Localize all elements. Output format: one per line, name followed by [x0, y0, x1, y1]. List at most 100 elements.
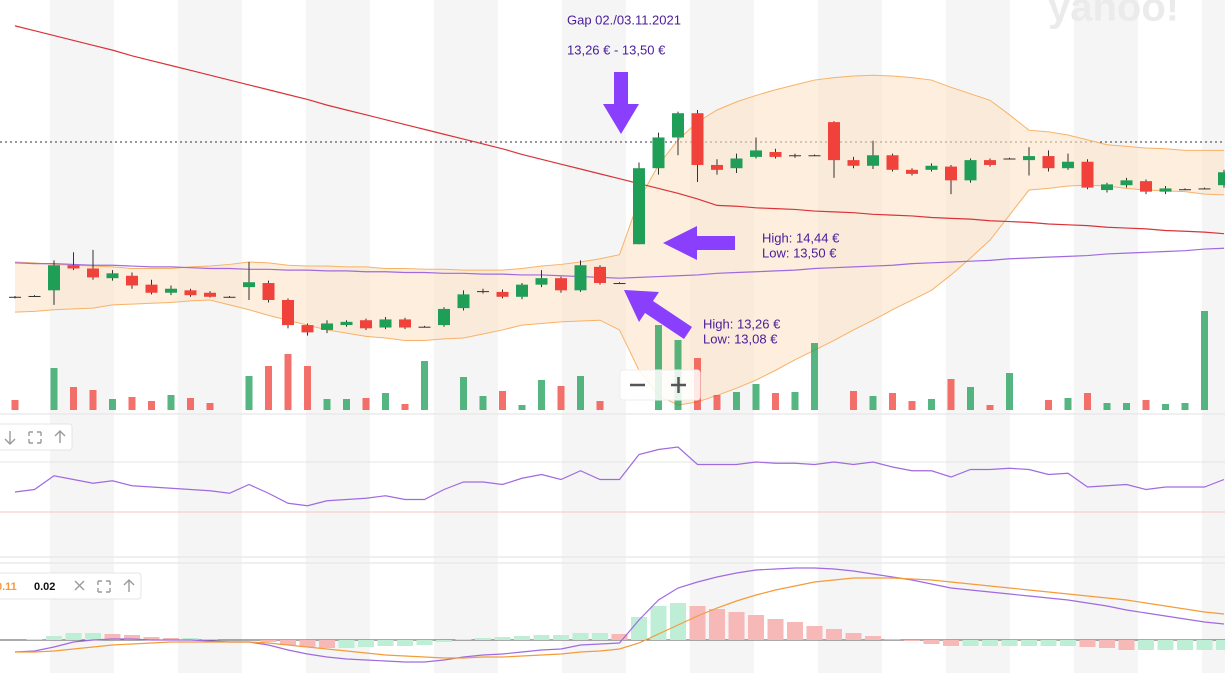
legend-value: 0.11: [0, 581, 17, 593]
candle-body: [1140, 181, 1152, 192]
volume-bar: [791, 392, 799, 410]
macd-bar: [650, 606, 667, 640]
band-upper: [14, 74, 1224, 271]
volume-bar: [1006, 373, 1013, 410]
macd-bar: [202, 639, 218, 640]
candle-body: [594, 266, 606, 284]
macd-bar: [358, 640, 374, 647]
move-up-button[interactable]: [123, 579, 135, 592]
move-down-button[interactable]: [4, 431, 16, 445]
expand-button[interactable]: [28, 431, 42, 444]
candle-body: [204, 292, 216, 297]
macd-bar: [709, 609, 725, 640]
moving-average: [14, 247, 1225, 279]
macd-bar: [163, 638, 179, 640]
volume-bar: [713, 395, 721, 410]
macd-bar: [806, 626, 823, 640]
macd-bar: [46, 636, 62, 640]
volume-bar: [245, 376, 253, 410]
macd-bar: [689, 606, 706, 640]
candle-body: [906, 169, 918, 174]
candle-body: [1159, 188, 1172, 192]
candle-body: [438, 308, 450, 326]
column-stripe: [178, 0, 242, 673]
volume-bar: [1064, 398, 1072, 410]
volume-bar: [89, 390, 97, 410]
candle-body: [1081, 161, 1094, 188]
macd-bar: [787, 622, 803, 640]
candle-body: [126, 275, 138, 286]
volume-bar: [343, 399, 350, 410]
macd-bar: [299, 640, 316, 647]
volume-bar: [1201, 311, 1208, 410]
volume-bar: [986, 405, 994, 410]
candle-body: [886, 155, 899, 170]
macd-bar: [338, 640, 355, 648]
macd-bar: [475, 638, 491, 640]
signal-line: [15, 577, 1225, 659]
legend-value: 0.02: [34, 581, 55, 593]
macd-bar: [631, 617, 647, 640]
expand-button[interactable]: [97, 580, 111, 593]
candle-body: [28, 295, 41, 297]
macd-bar: [1216, 640, 1225, 650]
close-button[interactable]: [74, 580, 85, 591]
toolbar: [0, 572, 142, 600]
volume-bar: [50, 368, 58, 410]
zoom-in-button[interactable]: [671, 377, 686, 393]
candle-body: [633, 168, 645, 245]
candle-body: [418, 326, 431, 328]
macd-bar: [728, 612, 745, 640]
macd-bar: [845, 633, 862, 640]
macd-bar: [1196, 640, 1213, 650]
move-up-button[interactable]: [54, 430, 66, 443]
candle-body: [750, 150, 762, 157]
candle-body: [301, 325, 314, 333]
macd-bar: [1001, 640, 1018, 646]
macd-bar: [1079, 640, 1096, 647]
macd-bar: [494, 637, 511, 640]
volume-bar: [577, 376, 584, 410]
macd-bar: [1157, 640, 1174, 650]
annotation: Low: 13,50 €: [762, 245, 837, 260]
annotation: Gap 02./03.11.2021: [567, 12, 681, 27]
volume-bar: [284, 354, 292, 410]
macd-bar: [923, 640, 940, 644]
candle-body: [847, 160, 860, 166]
macd-bar: [124, 635, 140, 640]
macd-bar: [182, 638, 199, 640]
arrow: [603, 72, 639, 134]
candle-body: [67, 265, 80, 269]
candle-body: [1218, 172, 1225, 186]
volume-bar: [928, 399, 935, 410]
candle-body: [789, 155, 801, 157]
candle-body: [1023, 156, 1035, 161]
candle-body: [282, 300, 294, 326]
candle-body: [672, 113, 684, 138]
candle-body: [340, 321, 353, 326]
macd-bar: [1177, 640, 1193, 650]
volume-bar: [908, 401, 916, 410]
macd-bar: [280, 640, 296, 645]
volume-bar: [1084, 393, 1091, 410]
macd-bar: [1118, 640, 1135, 650]
macd-bar: [865, 636, 881, 640]
candle-body: [828, 122, 840, 161]
candle-body: [730, 158, 743, 169]
macd-bar: [962, 640, 979, 646]
candle-body: [925, 165, 938, 170]
candle-body: [184, 290, 197, 296]
band-lower: [14, 184, 1225, 406]
macd-bar: [436, 640, 452, 642]
annotation: High: 14,44 €: [762, 230, 840, 245]
candle-body: [145, 284, 158, 293]
candle-body: [1101, 184, 1113, 191]
volume-bar: [70, 387, 77, 410]
candle-body: [496, 291, 509, 297]
band-fill: [15, 75, 1224, 406]
volume-bar: [947, 379, 955, 410]
macd-bar: [377, 640, 394, 646]
candle-body: [223, 296, 236, 298]
volume-bar: [499, 391, 506, 410]
